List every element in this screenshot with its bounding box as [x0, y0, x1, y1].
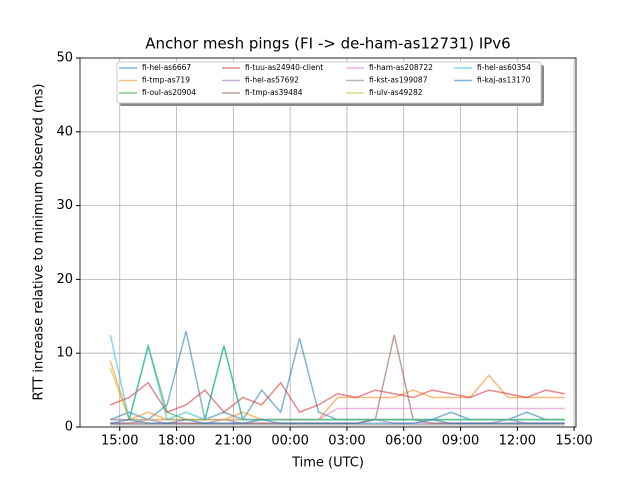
- legend-label: fi-oul-as20904: [142, 88, 196, 97]
- legend: fi-hel-as6667 fi-tmp-as719 fi-oul-as20904 f…: [116, 61, 544, 106]
- x-tick-label: 18:00: [158, 434, 195, 449]
- y-axis-label: RTT increase relative to minimum observe…: [32, 84, 47, 401]
- legend-label: fi-tmp-as719: [142, 76, 190, 85]
- series-line: [110, 381, 565, 414]
- plot-lines: [109, 330, 565, 426]
- series-line: [109, 334, 565, 421]
- series-line: [110, 330, 565, 421]
- legend-label: fi-tuu-as24940-client: [245, 63, 323, 72]
- legend-label: fi-kst-as199087: [369, 76, 428, 85]
- series-line: [110, 334, 565, 425]
- y-tick-label: 30: [56, 198, 73, 213]
- plot-frame: [79, 57, 577, 428]
- x-tick-label: 09:00: [442, 434, 479, 449]
- y-tick-label: 20: [56, 272, 73, 287]
- legend-label: fi-hel-as57692: [245, 76, 299, 85]
- series-line: [110, 407, 565, 421]
- legend-label: fi-hel-as60354: [477, 63, 531, 72]
- chart-title: Anchor mesh pings (FI -> de-ham-as12731)…: [145, 35, 510, 53]
- x-tick-label: 15:00: [101, 434, 138, 449]
- x-tick-label: 15:00: [555, 434, 592, 449]
- series-line: [109, 360, 565, 421]
- legend-label: fi-kaj-as13170: [477, 76, 531, 85]
- y-tick-label: 0: [65, 420, 73, 435]
- y-tick-label: 10: [56, 346, 73, 361]
- y-tick-label: 50: [56, 51, 73, 66]
- series-line: [110, 418, 565, 425]
- legend-label: fi-ulv-as49282: [369, 88, 423, 97]
- x-tick-label: 00:00: [271, 434, 308, 449]
- x-tick-label: 12:00: [499, 434, 536, 449]
- y-tick-label: 40: [56, 124, 73, 139]
- legend-label: fi-hel-as6667: [142, 63, 191, 72]
- x-tick-label: 21:00: [215, 434, 252, 449]
- legend-label: fi-ham-as208722: [369, 63, 433, 72]
- x-tick-label: 06:00: [385, 434, 422, 449]
- x-axis-label: Time (UTC): [291, 456, 364, 471]
- legend-label: fi-tmp-as39484: [245, 88, 303, 97]
- x-tick-label: 03:00: [328, 434, 365, 449]
